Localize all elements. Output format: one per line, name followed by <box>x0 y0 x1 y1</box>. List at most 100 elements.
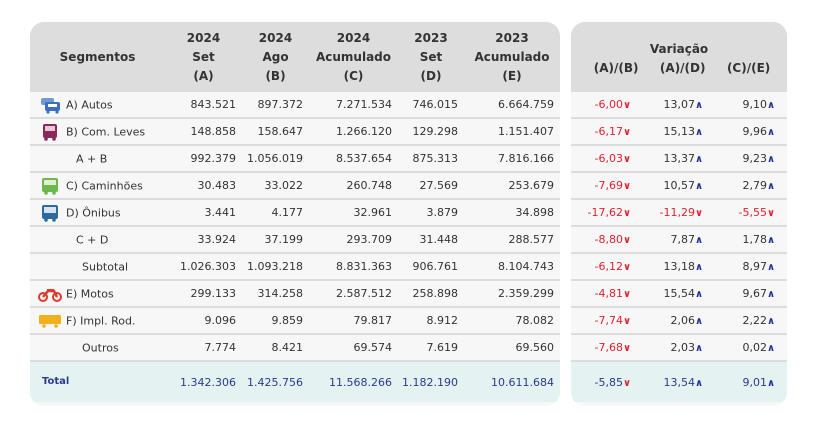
value-cell: 34.898 <box>464 199 560 227</box>
variation-value: 1,78 <box>742 233 768 246</box>
value-cell: 1.266.120 <box>309 118 398 146</box>
value-cell: 1.056.019 <box>242 145 309 173</box>
motorcycle-icon <box>38 285 62 303</box>
table-row: D) Ônibus 3.441 4.177 32.961 3.879 34.898 <box>30 199 560 227</box>
header-year: 2023 <box>414 30 448 45</box>
variation-value: 9,96 <box>742 125 768 138</box>
header-col-e: 2023 Acumulado (E) <box>464 22 560 92</box>
variation-cell: 9,67∧ <box>715 280 787 308</box>
variation-cell: 13,54∧ <box>643 361 715 402</box>
value-cell: 69.560 <box>464 334 560 362</box>
value-cell: 8.421 <box>242 334 309 362</box>
variation-value: -11,29 <box>659 206 695 219</box>
total-variation-row: -5,85∨ 13,54∧ 9,01∧ <box>571 361 787 402</box>
variation-cell: 2,79∧ <box>715 172 787 200</box>
variation-cell: 13,07∧ <box>643 92 715 119</box>
arrow-up-icon: ∧ <box>695 289 704 300</box>
segment-cell: C) Caminhões <box>30 172 165 200</box>
variation-value: -5,85 <box>594 375 623 389</box>
variation-cell: -6,12∨ <box>571 253 643 281</box>
variation-value: 13,37 <box>663 152 696 165</box>
header-year: 2023 <box>495 30 529 45</box>
variation-cell: 8,97∧ <box>715 253 787 281</box>
variation-cell: 0,02∧ <box>715 334 787 362</box>
variation-cell: 13,18∧ <box>643 253 715 281</box>
value-cell: 897.372 <box>242 92 309 119</box>
value-cell: 78.082 <box>464 307 560 335</box>
table-row: A + B 992.379 1.056.019 8.537.654 875.313 7.8… <box>30 145 560 173</box>
variation-cell: 15,54∧ <box>643 280 715 308</box>
truck-icon <box>38 177 62 195</box>
arrow-down-icon: ∨ <box>623 262 632 273</box>
arrow-down-icon: ∨ <box>623 100 632 111</box>
variation-cell: 2,03∧ <box>643 334 715 362</box>
arrow-up-icon: ∧ <box>695 127 704 138</box>
variation-cell: 9,01∧ <box>715 361 787 402</box>
table-row: F) Impl. Rod. 9.096 9.859 79.817 8.912 78.082 <box>30 307 560 335</box>
segment-label: Total <box>42 376 70 388</box>
arrow-up-icon: ∧ <box>695 181 704 192</box>
variation-title: Variação <box>649 42 709 56</box>
variation-value: 2,03 <box>670 341 696 354</box>
variation-value: -8,80 <box>594 233 623 246</box>
segment-cell: C + D <box>30 226 165 254</box>
variation-cell: 9,10∧ <box>715 92 787 119</box>
header-col-d: 2023 Set (D) <box>398 22 464 92</box>
variation-value: -7,74 <box>594 314 623 327</box>
value-cell: 8.912 <box>398 307 464 335</box>
segment-cell: Total <box>30 361 165 402</box>
segment-cell: D) Ônibus <box>30 199 165 227</box>
variation-cell: 2,06∧ <box>643 307 715 335</box>
variation-value: 13,18 <box>663 260 696 273</box>
segment-label: B) Com. Leves <box>66 125 146 138</box>
value-cell: 314.258 <box>242 280 309 308</box>
trailer-icon <box>38 312 62 330</box>
header-year: 2024 <box>258 30 293 45</box>
value-cell: 31.448 <box>398 226 464 254</box>
segment-label: D) Ônibus <box>66 206 121 219</box>
header-code: (E) <box>502 68 522 83</box>
variation-cell: 10,57∧ <box>643 172 715 200</box>
segments-table: Segmentos 2024 Set (A) 2024 Ago (B) 2024 Acum… <box>30 22 560 402</box>
variation-value: 9,67 <box>742 287 768 300</box>
segment-label: A) Autos <box>66 98 113 111</box>
variation-row: -17,62∨ -11,29∨ -5,55∨ <box>571 199 787 227</box>
table-row: B) Com. Leves 148.858 158.647 1.266.120 129.… <box>30 118 560 146</box>
variation-value: -6,00 <box>594 98 623 111</box>
segment-cell: Outros <box>30 334 165 362</box>
arrow-up-icon: ∧ <box>695 377 704 389</box>
value-cell: 843.521 <box>165 92 242 119</box>
arrow-up-icon: ∧ <box>767 289 776 300</box>
variation-cell: 2,22∧ <box>715 307 787 335</box>
variation-value: 13,07 <box>663 98 696 111</box>
value-cell: 992.379 <box>165 145 242 173</box>
van-icon <box>38 123 62 141</box>
variation-value: 2,79 <box>742 179 768 192</box>
variation-value: -7,68 <box>594 341 623 354</box>
bus-icon <box>38 204 62 222</box>
variation-value: 10,57 <box>663 179 696 192</box>
segment-cell: F) Impl. Rod. <box>30 307 165 335</box>
variation-value: 8,97 <box>742 260 768 273</box>
variation-value: -4,81 <box>594 287 623 300</box>
value-cell: 293.709 <box>309 226 398 254</box>
variation-row: -8,80∨ 7,87∧ 1,78∧ <box>571 226 787 254</box>
variation-table-panel: Variação (A)/(B) (A)/(D) (C)/(E) -6,00∨ 1… <box>571 22 787 406</box>
variation-value: -6,12 <box>594 260 623 273</box>
variation-value: 2,06 <box>670 314 696 327</box>
variation-value: 9,10 <box>742 98 768 111</box>
value-cell: 2.359.299 <box>464 280 560 308</box>
header-col-c: 2024 Acumulado (C) <box>309 22 398 92</box>
value-cell: 37.199 <box>242 226 309 254</box>
segment-label: Outros <box>82 341 119 355</box>
segment-label: Subtotal <box>82 260 129 274</box>
table-row: C + D 33.924 37.199 293.709 31.448 288.577 <box>30 226 560 254</box>
variation-cell: -6,00∨ <box>571 92 643 119</box>
variation-row: -6,00∨ 13,07∧ 9,10∧ <box>571 92 787 119</box>
variation-header: Variação (A)/(B) (A)/(D) (C)/(E) <box>571 22 787 92</box>
value-cell: 33.022 <box>242 172 309 200</box>
arrow-up-icon: ∧ <box>767 377 776 389</box>
table-row: E) Motos 299.133 314.258 2.587.512 258.898 2.… <box>30 280 560 308</box>
value-cell: 1.151.407 <box>464 118 560 146</box>
variation-cell: 7,87∧ <box>643 226 715 254</box>
